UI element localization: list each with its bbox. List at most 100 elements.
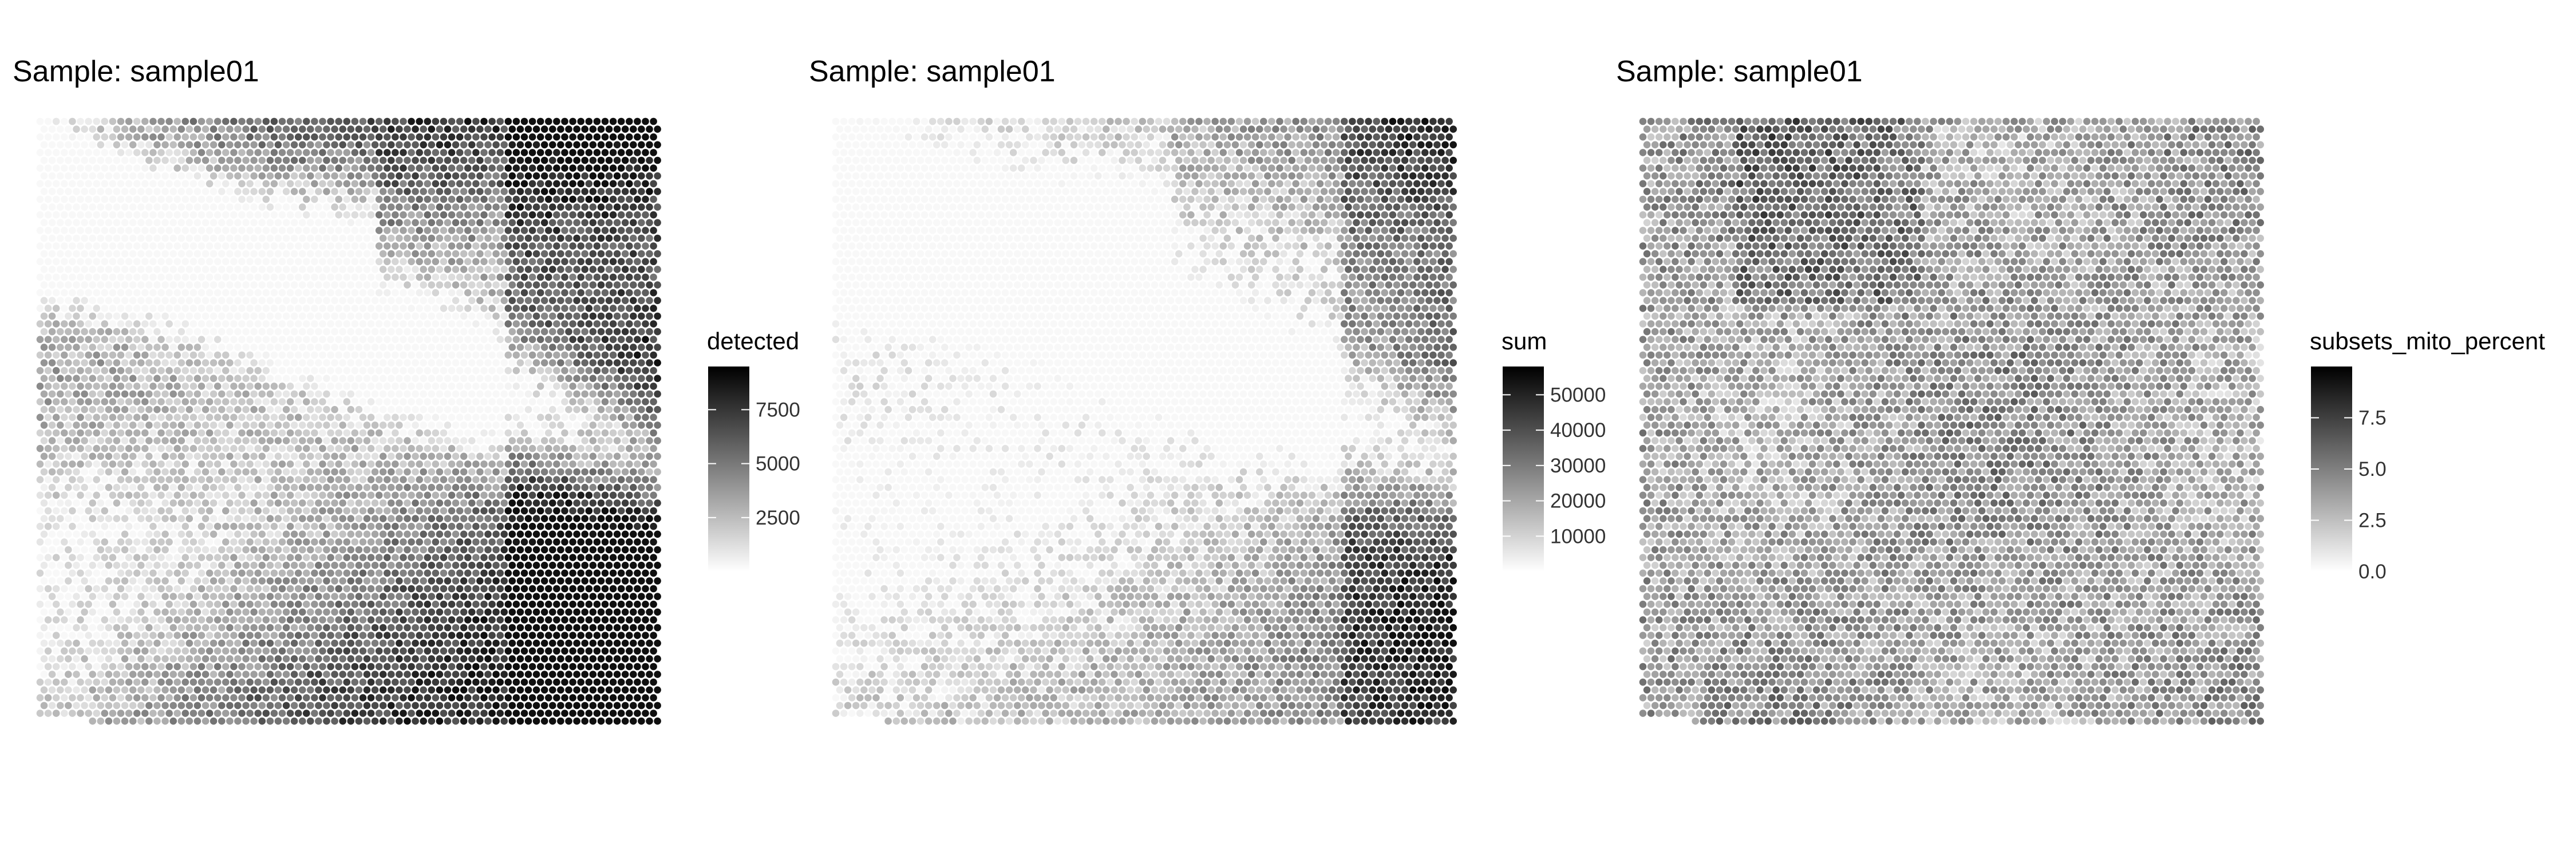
spot (93, 430, 100, 437)
spot (496, 616, 504, 624)
spot (198, 352, 206, 359)
spot (315, 188, 322, 195)
spot (254, 164, 262, 172)
spot (364, 421, 371, 429)
spot (626, 352, 633, 359)
spot (444, 546, 452, 554)
spot (271, 616, 278, 624)
spot (565, 157, 572, 164)
spot (238, 227, 246, 234)
spot (222, 398, 230, 405)
spot (496, 149, 504, 156)
spot (614, 406, 621, 413)
spot (283, 188, 290, 195)
spot (416, 211, 423, 219)
spot (577, 601, 584, 608)
spot (513, 585, 520, 593)
spot (263, 601, 270, 608)
spot (380, 468, 387, 476)
spot (646, 203, 653, 211)
spot (440, 196, 448, 203)
spot (173, 554, 181, 561)
spot (577, 570, 584, 577)
spot (372, 266, 379, 273)
spot (581, 266, 588, 273)
spot (521, 585, 528, 593)
spot (291, 421, 298, 429)
spot (61, 476, 68, 483)
spot (165, 289, 173, 297)
spot (586, 336, 593, 344)
spot (37, 554, 44, 561)
spot (169, 297, 177, 305)
spot (602, 507, 609, 515)
spot (299, 125, 306, 133)
spot (480, 554, 488, 561)
spot (396, 141, 403, 149)
spot (626, 585, 633, 593)
spot (642, 320, 649, 328)
spot (602, 164, 609, 172)
spot (424, 538, 432, 546)
spot (263, 352, 270, 359)
spot (622, 235, 629, 242)
spot (384, 149, 391, 156)
spot (610, 476, 617, 483)
spot (347, 421, 355, 429)
spot (202, 203, 210, 211)
spot (581, 141, 588, 149)
spot (97, 531, 105, 538)
spot (355, 172, 363, 180)
spot (206, 523, 214, 530)
spot (121, 577, 129, 585)
spot (638, 453, 645, 460)
spot (61, 320, 68, 328)
spot (214, 320, 222, 328)
spot (299, 577, 306, 585)
spot (452, 468, 460, 476)
spot (565, 406, 572, 413)
spot (137, 344, 145, 351)
spot (630, 157, 637, 164)
spot (364, 437, 371, 444)
spot (89, 391, 96, 398)
spot (93, 616, 100, 624)
spot (646, 437, 653, 444)
spot (440, 460, 448, 468)
spot (327, 523, 334, 530)
spot (440, 430, 448, 437)
spot (488, 476, 496, 483)
spot (586, 149, 593, 156)
spot (214, 414, 222, 421)
spot (480, 149, 488, 156)
spot (105, 546, 113, 554)
spot (541, 188, 548, 195)
spot (646, 515, 653, 522)
spot (299, 313, 306, 320)
spot (271, 227, 278, 234)
spot (145, 188, 153, 195)
spot (250, 328, 258, 336)
spot (606, 313, 613, 320)
spot (267, 203, 274, 211)
spot (630, 172, 637, 180)
spot (81, 562, 88, 569)
spot (388, 266, 395, 273)
spot (307, 188, 314, 195)
spot (561, 227, 568, 234)
spot (529, 227, 536, 234)
spot (541, 375, 548, 383)
spot (650, 523, 657, 530)
spot (424, 242, 432, 250)
spot (161, 125, 169, 133)
spot (275, 297, 282, 305)
spot (218, 484, 226, 491)
spot (634, 430, 641, 437)
spot (517, 266, 524, 273)
spot (157, 289, 165, 297)
spot (521, 336, 528, 344)
spot (186, 484, 193, 491)
spot (436, 484, 444, 491)
spot (149, 430, 157, 437)
spot (594, 164, 601, 172)
